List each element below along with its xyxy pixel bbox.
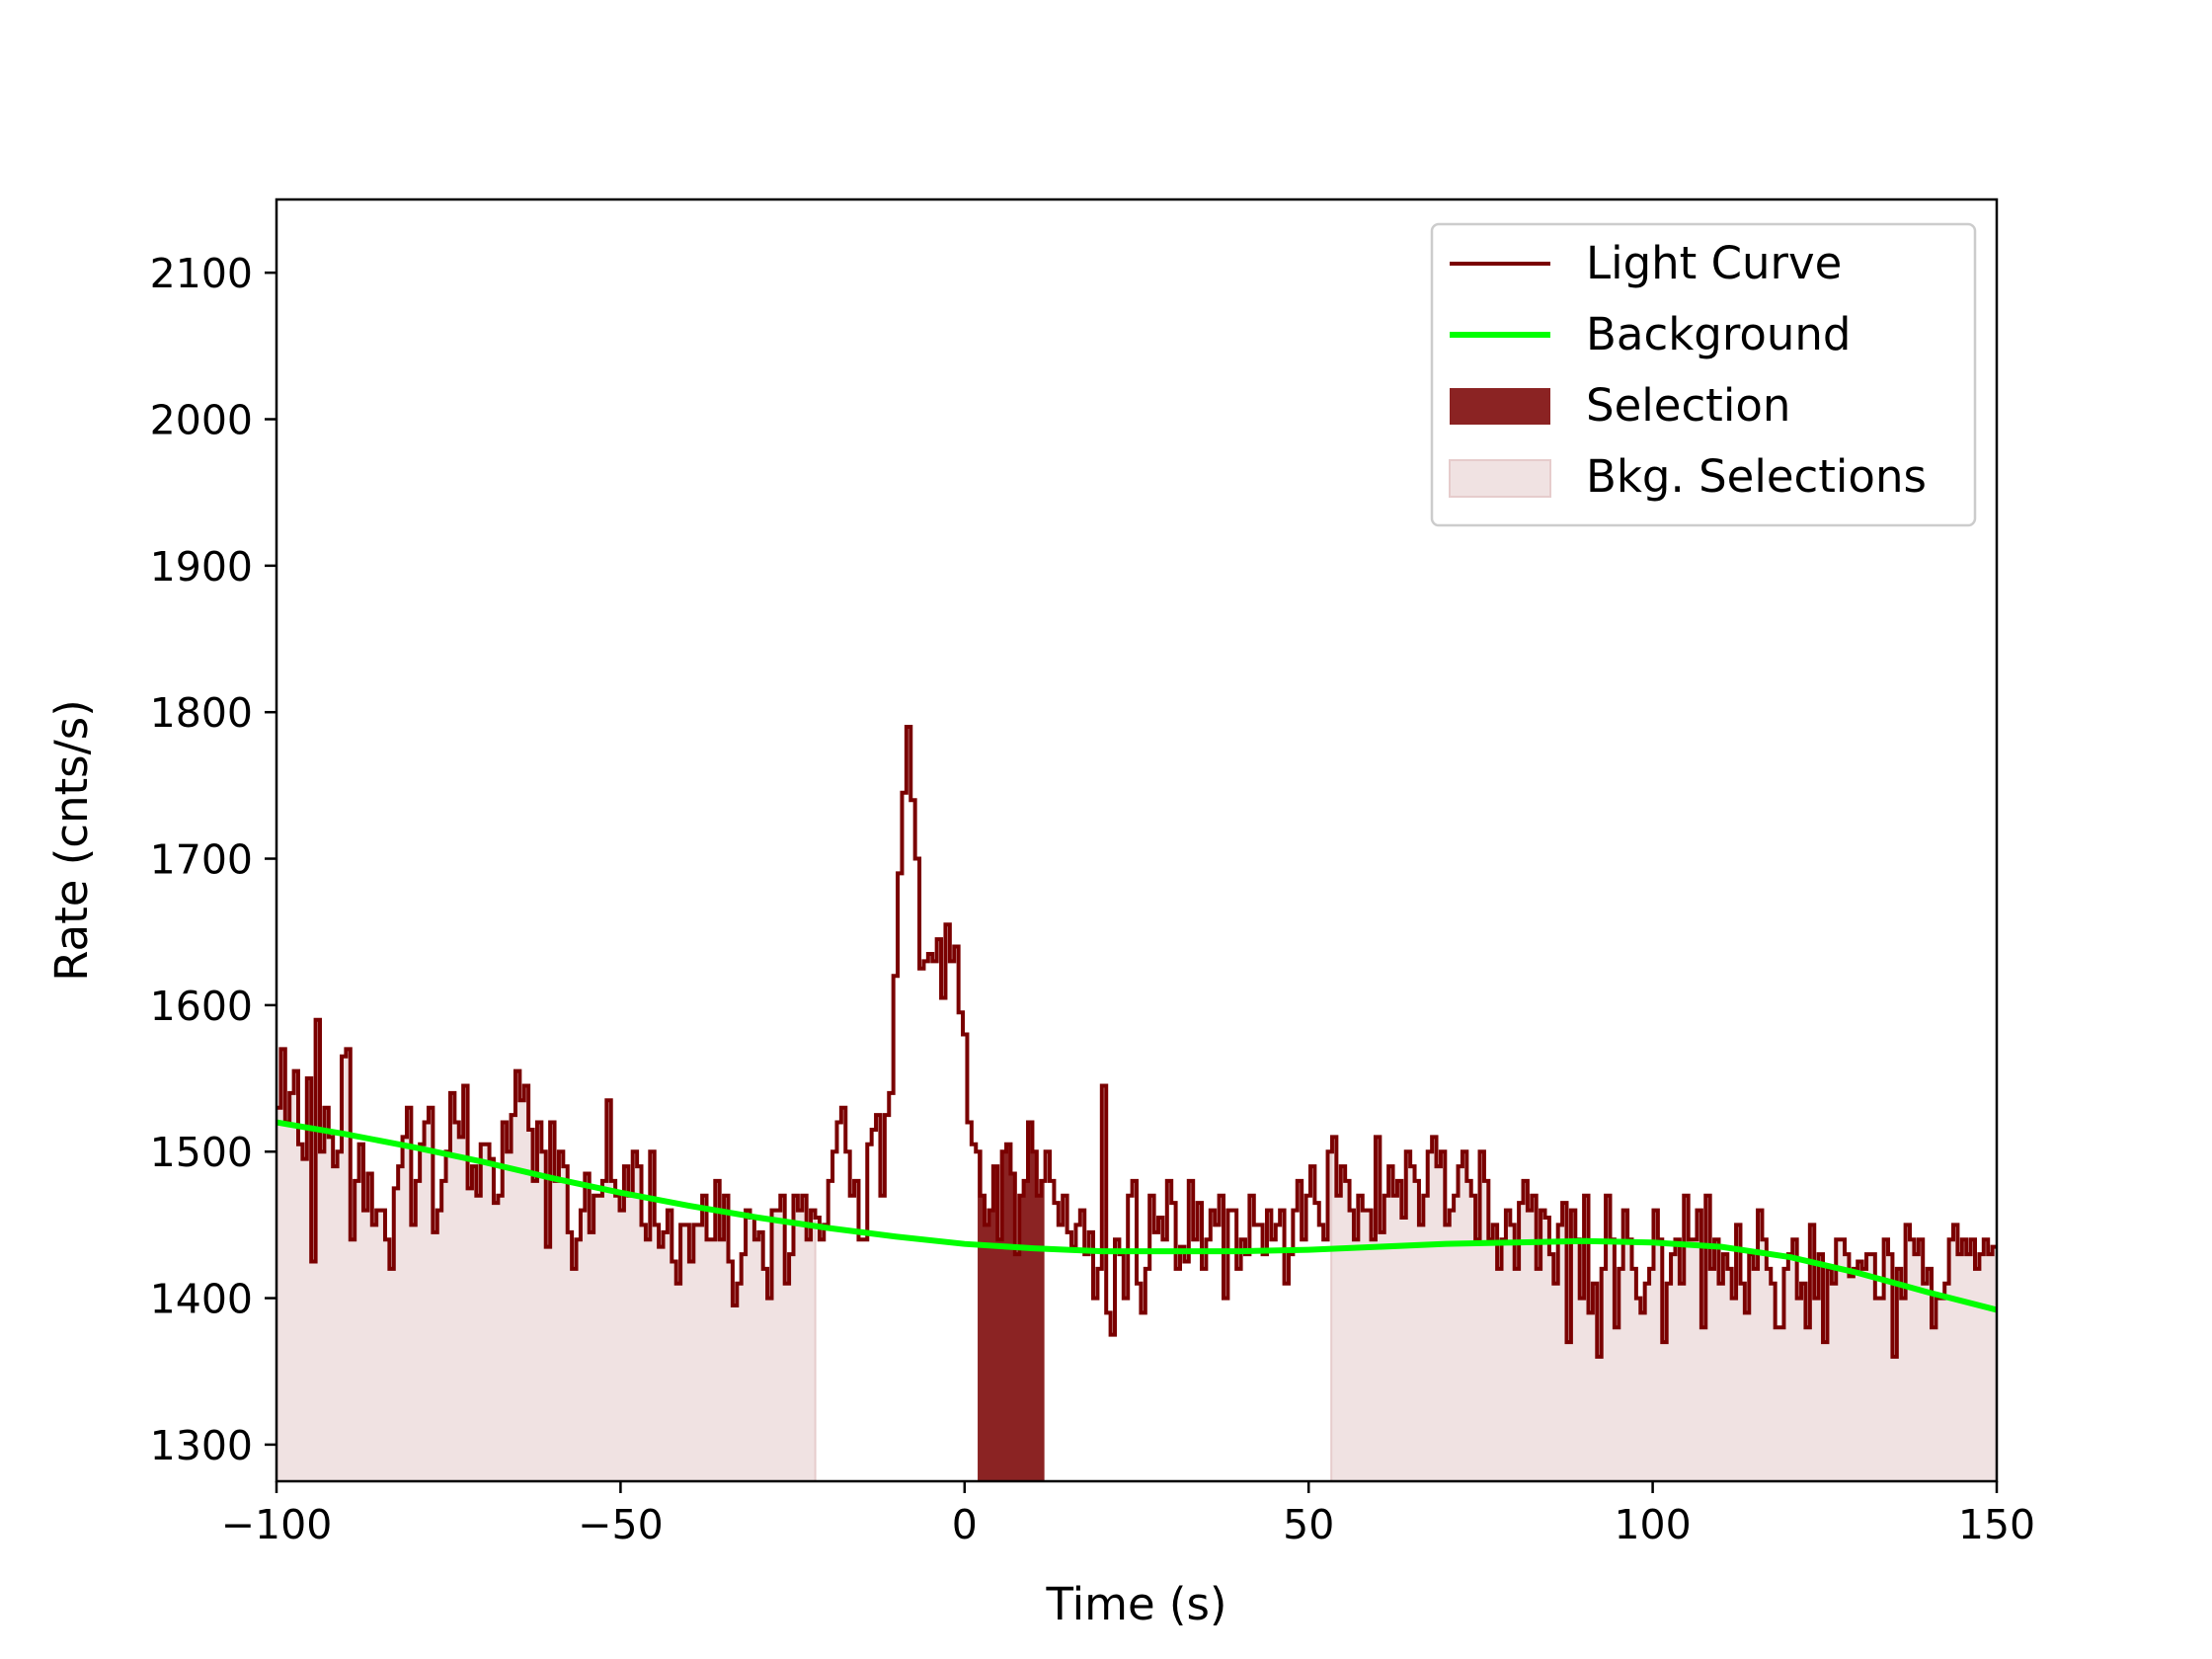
y-tick-label: 1900 — [150, 543, 253, 591]
x-axis-label: Time (s) — [1046, 1578, 1227, 1630]
legend-selection-swatch — [1450, 388, 1550, 425]
x-tick-label: 0 — [952, 1501, 978, 1548]
selection-region — [978, 1122, 1045, 1481]
light-curve-line — [276, 725, 1997, 1359]
y-axis-label: Rate (cnts/s) — [45, 699, 98, 982]
legend-light-curve-label: Light Curve — [1586, 237, 1842, 289]
x-tick-label: 50 — [1283, 1501, 1334, 1548]
legend: Light Curve Background Selection Bkg. Se… — [1430, 222, 1977, 527]
legend-bkg-selections-label: Bkg. Selections — [1586, 450, 1927, 503]
x-tick-label: 150 — [1958, 1501, 2035, 1548]
background-model-line — [276, 1119, 1998, 1313]
y-tick-label: 1800 — [150, 689, 253, 737]
y-tick-label: 1600 — [150, 983, 253, 1030]
legend-bkg-selections-swatch — [1449, 459, 1551, 498]
x-axis-ticks: −100 −50 0 50 100 150 — [221, 1481, 2035, 1548]
y-tick-label: 2100 — [150, 250, 253, 297]
selection-layer — [978, 1122, 1045, 1481]
y-tick-label: 1700 — [150, 836, 253, 884]
y-tick-label: 1300 — [150, 1422, 253, 1469]
legend-selection-label: Selection — [1586, 379, 1790, 432]
light-curve-layer — [276, 725, 1997, 1359]
legend-background-label: Background — [1586, 308, 1851, 360]
y-tick-label: 1400 — [150, 1276, 253, 1323]
y-tick-label: 2000 — [150, 397, 253, 444]
background-layer — [276, 1119, 1998, 1313]
y-axis-ticks: 1300 1400 1500 1600 1700 1800 1900 2000 2100 — [150, 250, 276, 1469]
x-tick-label: −100 — [221, 1501, 333, 1548]
x-tick-label: 100 — [1614, 1501, 1691, 1548]
plot-frame — [275, 198, 1999, 1483]
x-tick-label: −50 — [578, 1501, 664, 1548]
legend-frame — [1430, 222, 1977, 527]
y-tick-label: 1500 — [150, 1129, 253, 1176]
